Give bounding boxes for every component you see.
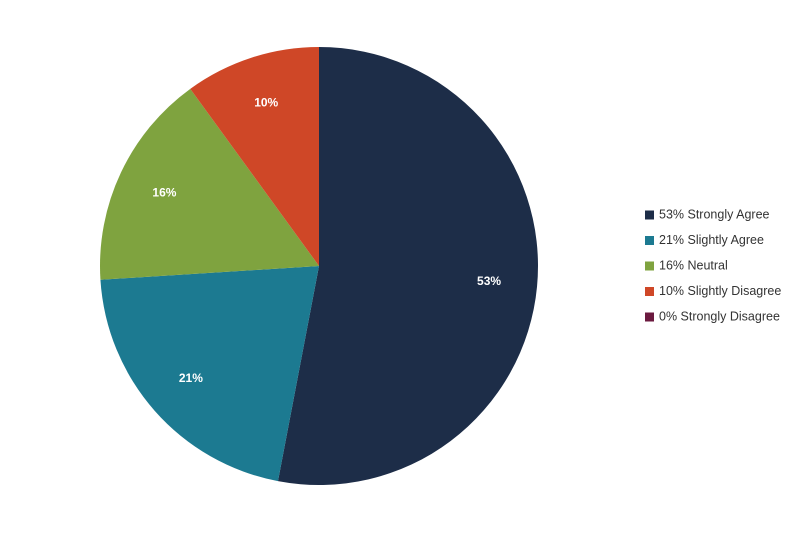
data-label-slightly-agree: 21% [179,371,203,385]
legend-swatch-strongly-agree [645,210,654,220]
legend-entry-slightly-agree: 21% Slightly Agree [659,233,764,247]
legend-swatch-slightly-disagree [645,287,654,296]
legend-entry-neutral: 16% Neutral [659,258,728,272]
legend-entry-slightly-disagree: 10% Slightly Disagree [659,284,781,298]
pie-slice-slightly-agree [100,266,319,482]
pie-slice-strongly-agree [277,47,539,486]
legend-swatch-neutral [645,261,654,271]
chart-legend: 53% Strongly Agree 21% Slightly Agree 16% … [645,207,781,323]
pie-data-labels: 53% 21% 16% 10% [152,96,501,385]
data-label-neutral: 16% [152,185,176,199]
pie-slice-slightly-disagree [190,47,319,266]
legend-swatch-strongly-disagree [645,312,654,322]
data-label-strongly-agree: 53% [477,274,501,288]
pie-slices [99,47,539,486]
legend-entry-strongly-disagree: 0% Strongly Disagree [659,309,780,323]
data-label-slightly-disagree: 10% [254,96,278,110]
pie-slice-neutral [99,88,319,280]
legend-entry-strongly-agree: 53% Strongly Agree [659,207,770,221]
legend-swatch-slightly-agree [645,236,654,245]
